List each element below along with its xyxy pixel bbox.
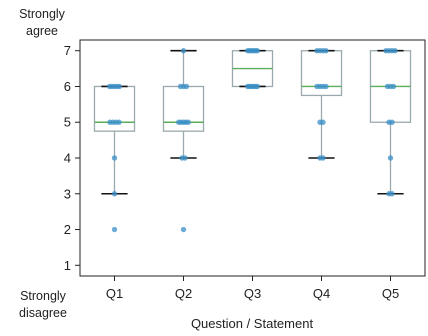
point-Q3-6 [254, 83, 261, 90]
x-tick-label-Q1: Q1 [106, 286, 123, 301]
point-Q1-4 [111, 155, 118, 161]
x-axis: Q1 Q2 Q3 Q4 Q5 [106, 276, 399, 301]
point-Q2-6 [183, 83, 190, 90]
y-tick-label-5: 5 [64, 115, 71, 130]
x-tick-label-Q5: Q5 [382, 286, 399, 301]
x-tick-label-Q4: Q4 [313, 286, 330, 301]
point-Q2-4 [182, 155, 188, 161]
point-Q5-7 [392, 48, 398, 54]
y-tick-label-2: 2 [64, 222, 71, 237]
point-Q4-7 [323, 48, 329, 54]
x-tick-label-Q3: Q3 [244, 286, 261, 301]
point-Q2-5 [185, 119, 192, 125]
point-Q5-4 [387, 155, 394, 161]
box-Q2 [162, 49, 205, 159]
point-Q4-6 [323, 83, 329, 90]
box-Q4 [300, 49, 343, 159]
point-Q1-3 [111, 191, 118, 197]
point-Q2-7 [180, 48, 187, 54]
box-Q1 [93, 85, 136, 195]
y-tick-label-4: 4 [64, 151, 71, 166]
box-Q3 [231, 49, 274, 88]
x-tick-label-Q2: Q2 [175, 286, 192, 301]
point-Q2-2 [180, 226, 187, 233]
y-tick-label-3: 3 [64, 186, 71, 201]
point-Q4-4 [320, 155, 326, 161]
point-Q3-7 [254, 48, 261, 54]
point-Q4-5 [320, 119, 326, 125]
y-label-bottom-line1: Strongly [20, 289, 67, 303]
boxes-layer [93, 49, 412, 195]
x-axis-label: Question / Statement [191, 316, 314, 331]
point-Q1-5 [116, 119, 122, 125]
point-Q1-6 [116, 83, 123, 90]
point-Q1-2 [111, 226, 118, 233]
point-Q5-6 [390, 83, 397, 90]
y-axis: 1 2 3 4 5 6 7 [64, 43, 80, 273]
point-Q5-3 [389, 191, 395, 197]
y-tick-label-1: 1 [64, 258, 71, 273]
y-label-top-line1: Strongly [19, 7, 66, 21]
y-tick-label-7: 7 [64, 43, 71, 58]
point-Q5-5 [389, 119, 395, 125]
y-tick-label-6: 6 [64, 79, 71, 94]
y-label-bottom-line2: disagree [19, 306, 67, 320]
y-label-top-line2: agree [26, 24, 58, 38]
points-layer [106, 48, 398, 233]
